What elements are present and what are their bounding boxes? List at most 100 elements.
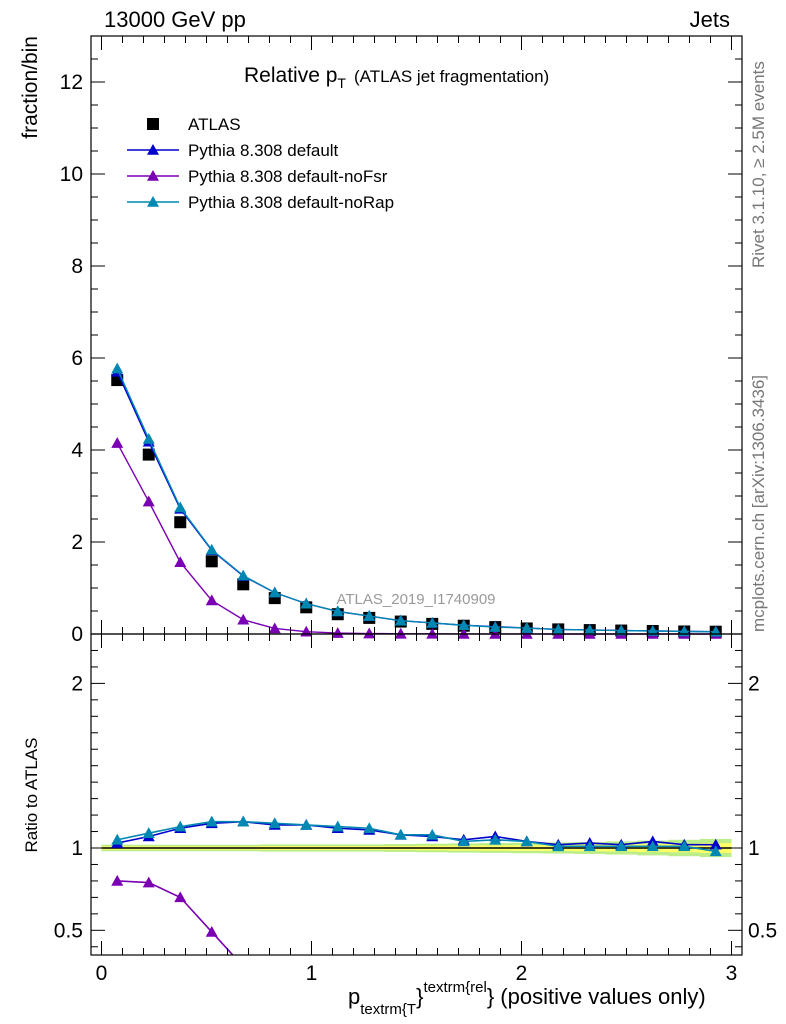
y-tick-label: 10 xyxy=(60,163,83,186)
header-analysis-label: Jets xyxy=(689,7,730,32)
data-point-data xyxy=(142,448,155,461)
data-point-noRap xyxy=(111,362,124,374)
ratio-y-tick-label: 1 xyxy=(71,837,83,860)
ratio-y-tick-label-right: 0.5 xyxy=(748,919,777,942)
data-point-noRap xyxy=(426,616,439,628)
ratio-point-noFsr xyxy=(111,874,124,886)
ratio-point-noRap xyxy=(709,845,722,857)
ratio-point-noRap xyxy=(583,840,596,852)
data-point-noRap xyxy=(300,597,313,609)
data-point-noRap xyxy=(174,501,187,513)
ratio-point-noRap xyxy=(646,840,659,852)
data-point-noFsr xyxy=(489,627,502,639)
data-point-noRap xyxy=(142,432,155,444)
ratio-point-noRap xyxy=(300,818,313,830)
ratio-series-group xyxy=(111,815,722,972)
ratio-point-noRap xyxy=(268,817,281,829)
y-tick-label: 0 xyxy=(71,623,83,646)
data-point-noFsr xyxy=(331,627,344,638)
data-point-noRap xyxy=(615,624,628,636)
data-point-noFsr xyxy=(426,627,439,639)
data-point-noRap xyxy=(646,625,659,636)
data-point-noFsr xyxy=(394,627,407,639)
x-axis-label-sub: textrm{T xyxy=(360,1001,416,1018)
ratio-point-noRap xyxy=(520,835,533,847)
data-point-noFsr xyxy=(457,627,470,639)
x-tick-label: 2 xyxy=(516,962,528,985)
chart-title-main: Relative p xyxy=(244,64,337,87)
data-point-noRap xyxy=(394,614,407,626)
ratio-y-tick-label: 2 xyxy=(71,672,83,695)
data-point-noFsr xyxy=(520,627,533,639)
data-point-noRap xyxy=(331,605,344,617)
x-tick-label: 1 xyxy=(306,962,318,985)
ratio-y-tick-label: 0.5 xyxy=(54,919,83,942)
ratio-point-noRap xyxy=(426,828,439,840)
ratio-point-noFsr xyxy=(237,961,249,972)
y-tick-label: 6 xyxy=(71,347,83,370)
data-point-noRap xyxy=(583,624,596,635)
data-point-noFsr xyxy=(363,627,376,639)
data-point-noRap xyxy=(552,623,565,635)
legend-marker-noFsr xyxy=(147,170,159,181)
ratio-point-noFsr xyxy=(142,876,155,888)
ratio-line-noRap xyxy=(117,820,716,853)
ratio-point-noRap xyxy=(394,828,407,840)
legend-label-noRap: Pythia 8.308 default-noRap xyxy=(188,193,394,212)
data-point-noFsr xyxy=(111,437,124,448)
legend-marker-noRap xyxy=(147,196,159,207)
ratio-point-noRap xyxy=(331,820,344,832)
x-axis-label-rest: } (positive values only) xyxy=(487,984,706,1009)
ratio-y-tick-label-right: 2 xyxy=(748,672,760,695)
legend-label-data: ATLAS xyxy=(188,115,241,134)
data-point-noRap xyxy=(237,569,250,581)
data-point-noFsr xyxy=(142,495,155,507)
data-point-noFsr xyxy=(174,556,187,568)
data-point-noRap xyxy=(363,610,376,621)
y-tick-label: 8 xyxy=(71,255,83,278)
ratio-y-tick-label-right: 1 xyxy=(748,837,760,860)
legend-marker-default xyxy=(147,144,159,155)
legend-label-noFsr: Pythia 8.308 default-noFsr xyxy=(188,167,388,186)
ratio-point-noRap xyxy=(615,840,628,852)
ratio-point-noRap xyxy=(111,833,124,845)
analysis-watermark: ATLAS_2019_I1740909 xyxy=(336,591,495,608)
data-point-noFsr xyxy=(268,622,281,634)
data-point-noFsr xyxy=(205,594,218,606)
data-point-data xyxy=(237,578,250,591)
chart-title-rest: (ATLAS jet fragmentation) xyxy=(354,67,549,86)
y-tick-label: 2 xyxy=(71,531,83,554)
chart-title: Relative pT (ATLAS jet fragmentation) xyxy=(244,64,549,91)
data-point-noRap xyxy=(205,543,218,555)
ratio-point-noRap xyxy=(237,815,250,827)
ratio-point-noRap xyxy=(489,833,502,845)
x-tick-label: 0 xyxy=(96,962,108,985)
header-process-label: 13000 GeV pp xyxy=(104,7,246,32)
ratio-point-noRap xyxy=(174,820,187,832)
data-point-noFsr xyxy=(237,613,250,625)
y-axis-label: fraction/bin xyxy=(19,36,42,139)
y-tick-label: 12 xyxy=(60,71,83,94)
ratio-point-noRap xyxy=(552,840,565,852)
data-point-noRap xyxy=(268,586,281,598)
chart-title-sub: T xyxy=(337,75,346,91)
y-tick-label: 4 xyxy=(71,439,83,462)
x-axis-label-main: p xyxy=(348,984,360,1009)
legend-marker-data xyxy=(147,118,159,130)
ratio-point-noRap xyxy=(205,815,218,827)
ratio-point-noRap xyxy=(363,822,376,834)
ratio-point-noRap xyxy=(457,835,470,847)
data-point-noRap xyxy=(457,619,470,631)
ratio-point-noRap xyxy=(678,840,691,852)
ratio-line-default xyxy=(117,820,716,846)
x-axis-label-brace: } xyxy=(416,984,423,1009)
ratio-point-noFsr xyxy=(205,925,218,937)
ratio-point-default xyxy=(709,838,722,850)
x-axis-label-sup: textrm{rel xyxy=(423,979,486,996)
data-point-data xyxy=(205,555,218,568)
data-point-noRap xyxy=(489,621,502,632)
x-tick-label: 3 xyxy=(726,962,738,985)
ratio-point-noRap xyxy=(142,827,155,838)
data-point-data xyxy=(174,516,187,529)
